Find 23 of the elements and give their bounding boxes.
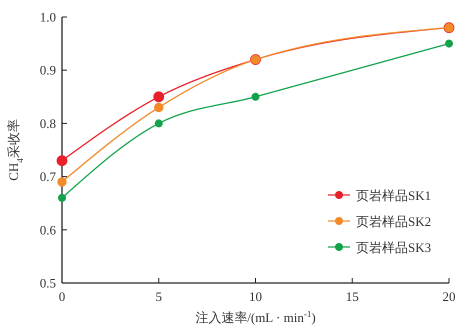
x-tick-label: 20	[442, 289, 456, 304]
x-axis-title: 注入速率/(mL · min$^{-1}$)	[195, 309, 316, 325]
point	[252, 92, 260, 101]
y-tick-label: 0.5	[40, 276, 56, 290]
y-tick-label: 0.7	[40, 169, 56, 184]
x-tick-label: 15	[346, 289, 359, 304]
x-tick-label: 10	[249, 289, 262, 304]
legend-label: 页岩样品SK1	[356, 188, 432, 203]
point	[154, 102, 164, 112]
x-tick-label: 5	[156, 289, 162, 304]
point	[445, 40, 453, 48]
point	[57, 177, 67, 187]
y-tick-label: 0.6	[40, 222, 56, 238]
point	[56, 155, 68, 166]
y-tick-label: 0.9	[40, 62, 56, 78]
point	[153, 91, 164, 102]
legend-label: 页岩样品SK3	[356, 240, 432, 255]
y-tick-label: 0.8	[40, 116, 56, 131]
point	[154, 119, 163, 128]
x-tick-label: 0	[58, 289, 66, 304]
y-tick-label: 1.0	[40, 10, 56, 24]
legend-label: 页岩样品SK2	[356, 214, 432, 229]
point	[58, 194, 66, 202]
